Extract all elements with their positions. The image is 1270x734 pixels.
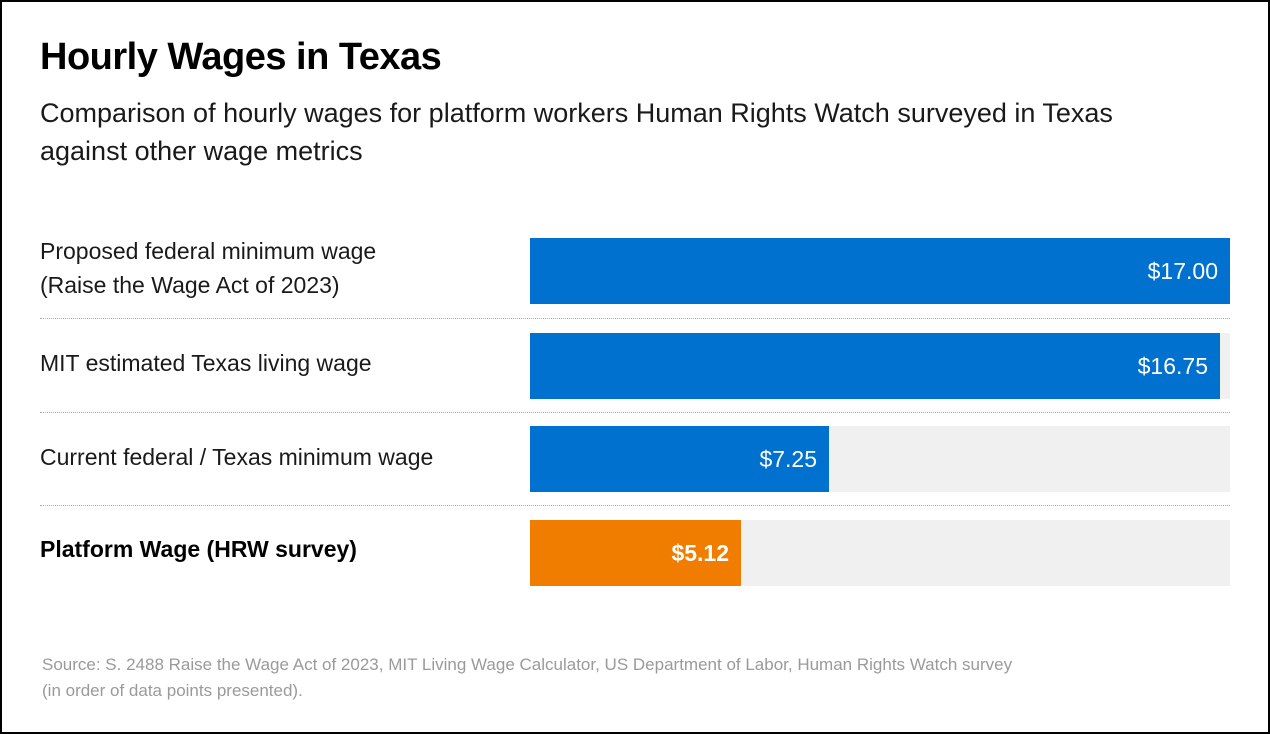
category-label-line: Platform Wage (HRW survey) <box>40 536 357 562</box>
category-label-line: (Raise the Wage Act of 2023) <box>40 272 340 298</box>
row-divider <box>40 412 1230 413</box>
category-label-line: Proposed federal minimum wage <box>40 238 377 264</box>
bar-track: $5.12 <box>530 520 1230 586</box>
row-divider <box>40 505 1230 506</box>
category-label-platform-wage: Platform Wage (HRW survey) <box>40 532 510 566</box>
category-label-current-minimum-wage: Current federal / Texas minimum wage <box>40 440 510 474</box>
source-line: (in order of data points presented). <box>42 681 303 700</box>
bar-value-label: $7.25 <box>759 445 817 472</box>
bar-current-minimum-wage <box>530 426 829 492</box>
row-divider <box>40 318 1230 319</box>
category-label-proposed-federal-minimum: Proposed federal minimum wage (Raise the… <box>40 234 510 302</box>
bar-track: $7.25 <box>530 426 1230 492</box>
bar-platform-wage <box>530 520 741 586</box>
chart-title: Hourly Wages in Texas <box>40 36 442 78</box>
category-label-mit-living-wage: MIT estimated Texas living wage <box>40 346 510 380</box>
bar-track: $16.75 <box>530 333 1230 399</box>
source-line: Source: S. 2488 Raise the Wage Act of 20… <box>42 655 1013 674</box>
category-label-line: Current federal / Texas minimum wage <box>40 444 434 470</box>
bar-track: $17.00 <box>530 238 1230 304</box>
category-label-line: MIT estimated Texas living wage <box>40 350 372 376</box>
bar-mit-living-wage <box>530 333 1220 399</box>
source-note: Source: S. 2488 Raise the Wage Act of 20… <box>42 652 1192 704</box>
bar-value-label: $16.75 <box>1137 352 1208 379</box>
bar-value-label: $5.12 <box>671 539 729 566</box>
bar-proposed-federal-minimum <box>530 238 1230 304</box>
bar-value-label: $17.00 <box>1147 257 1218 284</box>
chart-subtitle: Comparison of hourly wages for platform … <box>40 98 1113 166</box>
